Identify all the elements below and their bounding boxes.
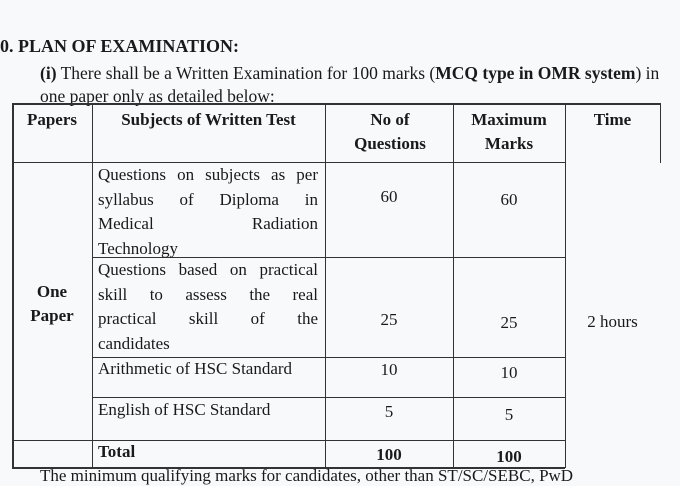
footer-text: The minimum qualifying marks for candida… — [40, 466, 574, 485]
subject-line: syllabus of Diploma in — [98, 189, 318, 209]
row-marks: 5 — [504, 405, 514, 424]
intro-marker: (i) — [40, 63, 57, 83]
subject-line: practical skill of the — [98, 309, 318, 328]
total-questions: 100 — [376, 445, 402, 464]
total-marks: 100 — [496, 447, 522, 466]
header-papers: Papers — [26, 110, 78, 129]
row-marks: 10 — [500, 363, 518, 382]
intro-text-after: ) in one paper only as detailed below: — [40, 63, 660, 106]
header-marks: Maximum Marks — [471, 110, 547, 153]
subject-line: English of HSC Standard — [98, 400, 271, 419]
subject-line: Arithmetic of HSC Standard — [98, 359, 293, 378]
paper-cell: One Paper — [30, 282, 74, 325]
subject-line: Technology — [98, 238, 179, 258]
section-heading: 0. PLAN OF EXAMINATION: — [0, 36, 239, 56]
row-questions: 10 — [380, 360, 398, 379]
row-questions: 5 — [384, 402, 394, 421]
subject-line: Questions based on practical — [98, 260, 318, 279]
header-time: Time — [593, 110, 632, 129]
row-questions: 60 — [380, 187, 398, 206]
header-subjects: Subjects of Written Test — [121, 110, 296, 129]
subject-line: Questions on subjects as per — [98, 165, 318, 184]
row-questions: 25 — [380, 310, 398, 329]
intro-text: There shall be a Written Examination for… — [56, 63, 436, 83]
row-marks: 60 — [500, 190, 518, 209]
subject-line: candidates — [98, 333, 170, 353]
intro-paragraph: (i) There shall be a Written Examination… — [40, 62, 680, 108]
header-questions: No of Questions — [354, 110, 426, 153]
subject-line: Medical Radiation — [98, 214, 318, 233]
subject-line: skill to assess the real — [98, 284, 318, 304]
total-label: Total — [98, 442, 136, 461]
row-marks: 25 — [500, 313, 518, 332]
intro-bold: MCQ type in OMR system — [435, 63, 636, 83]
time-cell: 2 hours — [587, 312, 638, 331]
